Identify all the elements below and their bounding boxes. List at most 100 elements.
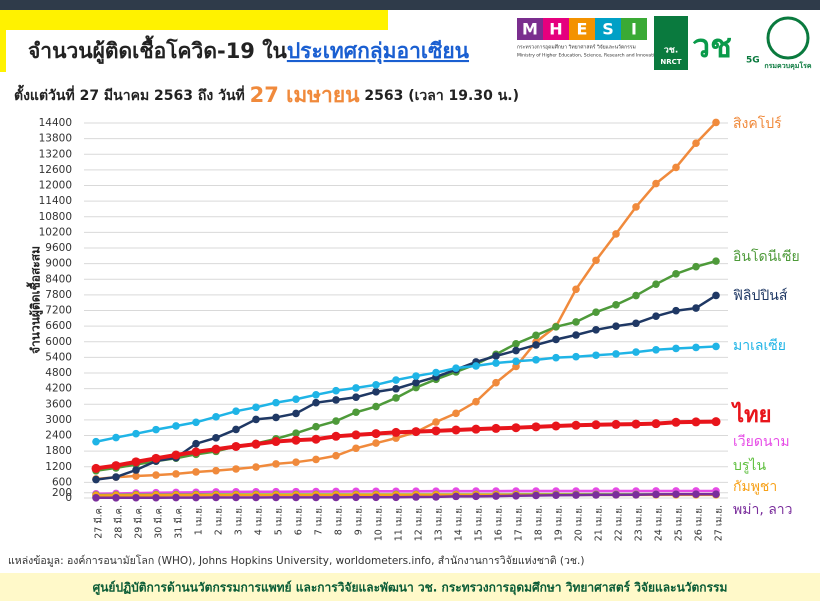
logo-letter: M — [522, 20, 538, 39]
legend-label: ฟิลิปปินส์ — [733, 287, 788, 304]
data-point — [632, 319, 640, 328]
data-point — [191, 447, 201, 457]
y-tick-label: 3000 — [45, 414, 72, 426]
data-point — [292, 429, 300, 437]
x-tick-label: 20 เม.ย. — [574, 505, 585, 541]
data-point — [212, 493, 220, 502]
data-point — [132, 493, 140, 502]
data-point — [511, 423, 521, 433]
x-tick-label: 6 เม.ย. — [294, 505, 305, 535]
legend-label: สิงคโปร์ — [733, 115, 782, 132]
data-point — [492, 352, 500, 360]
x-tick-label: 30 มี.ค. — [153, 505, 165, 539]
logos: M H E S I กระทรวงการอุดมศึกษา วิทยาศาสตร… — [517, 16, 812, 70]
x-tick-label: 22 เม.ย. — [614, 505, 625, 541]
data-point — [372, 381, 380, 389]
data-point — [352, 444, 360, 453]
x-tick-label: 8 เม.ย. — [334, 505, 345, 535]
logo-letter: I — [631, 20, 637, 39]
data-point — [172, 470, 180, 478]
data-point — [712, 257, 720, 265]
y-tick-label: 6000 — [45, 336, 72, 348]
y-tick-label: 7200 — [45, 305, 72, 317]
ddc-logo — [766, 16, 810, 60]
logo-box — [517, 18, 543, 40]
data-point — [291, 435, 301, 445]
data-point — [252, 403, 260, 412]
data-point — [711, 417, 721, 427]
data-point — [211, 444, 221, 454]
data-point — [392, 384, 400, 393]
data-point — [472, 397, 480, 406]
data-point — [232, 407, 240, 416]
data-point — [432, 493, 440, 501]
legend-label: มาเลเซีย — [733, 338, 786, 354]
x-tick-label: 27 มี.ค. — [93, 505, 105, 539]
data-point — [592, 325, 600, 334]
data-point — [572, 318, 580, 326]
data-point — [612, 230, 620, 238]
data-point — [512, 346, 520, 355]
x-tick-label: 18 เม.ย. — [534, 505, 545, 541]
x-tick-label: 24 เม.ย. — [654, 505, 665, 541]
data-point — [552, 491, 560, 500]
data-point — [131, 457, 141, 467]
data-point — [551, 421, 561, 431]
data-point — [132, 429, 140, 438]
title: จำนวนผู้ติดเชื้อโควิด-19 ในประเทศกลุ่มอา… — [28, 35, 470, 65]
data-point — [492, 378, 500, 387]
data-point — [491, 423, 501, 433]
data-point — [311, 434, 321, 444]
data-point — [592, 351, 600, 360]
x-tick-label: 23 เม.ย. — [634, 505, 645, 541]
data-point — [232, 425, 240, 434]
data-point — [552, 335, 560, 344]
data-point — [292, 409, 300, 418]
y-tick-label: 6600 — [45, 320, 72, 332]
subtitle-part: 2563 (เวลา 19.30 น.) — [359, 88, 519, 104]
data-point — [331, 431, 341, 441]
data-point — [332, 451, 340, 460]
legend-label: ไทย — [731, 401, 771, 428]
data-point — [332, 493, 340, 502]
data-point — [712, 118, 720, 127]
data-point — [332, 396, 340, 404]
yellow-edge — [0, 30, 6, 72]
data-point — [272, 398, 280, 407]
ddc-text: กรมควบคุมโรค — [764, 61, 811, 70]
data-point — [352, 393, 360, 402]
legend-label: กัมพูชา — [733, 479, 777, 495]
data-point — [192, 468, 200, 476]
data-point — [332, 417, 340, 425]
data-point — [432, 368, 440, 377]
x-tick-label: 14 เม.ย. — [454, 505, 465, 541]
x-tick-label: 1 เม.ย. — [194, 505, 205, 535]
data-point — [372, 402, 380, 411]
data-point — [372, 388, 380, 396]
data-point — [332, 386, 340, 395]
subtitle-part: ตั้งแต่วันที่ 27 มีนาคม 2563 ถึง วันที่ — [14, 84, 250, 104]
data-point — [672, 163, 680, 172]
data-point — [271, 437, 281, 447]
data-point — [212, 466, 220, 475]
logo-box — [595, 18, 621, 40]
g5-text: 5G — [746, 56, 760, 66]
title-main: จำนวนผู้ติดเชื้อโควิด-19 ใน — [28, 35, 287, 65]
data-point — [472, 362, 480, 370]
x-tick-label: 31 มี.ค. — [173, 505, 185, 539]
data-point — [612, 322, 620, 330]
data-point — [532, 341, 540, 349]
y-tick-label: 13800 — [39, 133, 72, 145]
x-tick-label: 13 เม.ย. — [434, 505, 445, 541]
x-tick-label: 3 เม.ย. — [234, 505, 245, 535]
data-point — [292, 493, 300, 502]
x-tick-label: 17 เม.ย. — [514, 505, 525, 541]
y-tick-label: 7800 — [45, 289, 72, 301]
data-point — [531, 422, 541, 432]
data-point — [392, 493, 400, 502]
data-point — [571, 420, 581, 430]
data-point — [672, 490, 680, 499]
data-point — [572, 352, 580, 361]
data-point — [352, 493, 360, 502]
